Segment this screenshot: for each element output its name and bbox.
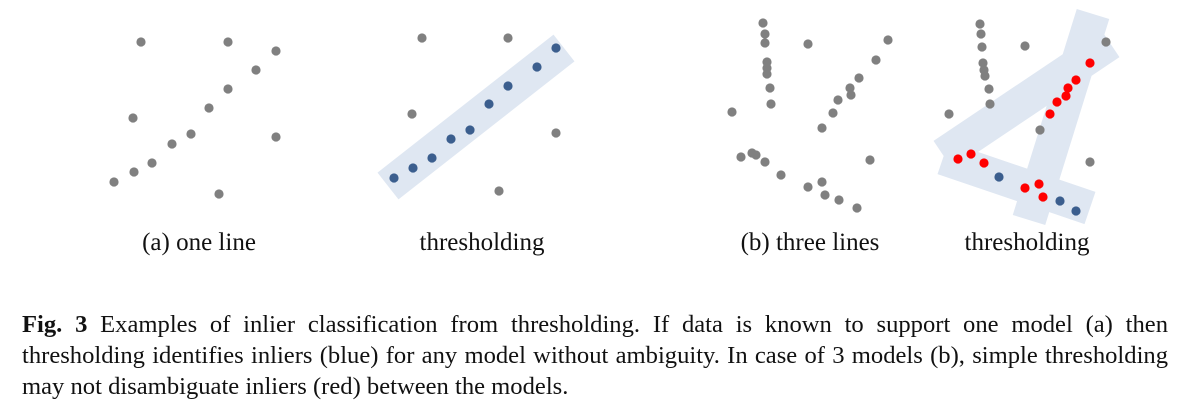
outlier-point [1101, 37, 1111, 47]
outlier-point [976, 29, 986, 39]
outlier-point [214, 189, 224, 199]
panel-label-thresholding-b: thresholding [964, 229, 1090, 256]
outlier-point [776, 170, 786, 180]
outlier-point [978, 58, 988, 68]
outlier-point [975, 19, 985, 29]
ambiguous-inlier-point [1085, 58, 1095, 68]
outlier-point [271, 46, 281, 56]
outlier-point [417, 33, 427, 43]
outlier-point [854, 73, 864, 83]
outlier-point [871, 55, 881, 65]
outlier-point [223, 84, 233, 94]
ambiguous-inlier-point [1034, 179, 1044, 189]
inlier-point [465, 125, 475, 135]
outlier-point [820, 190, 830, 200]
outlier-point [944, 109, 954, 119]
outlier-point [186, 129, 196, 139]
outlier-point [828, 108, 838, 118]
outlier-point [128, 113, 138, 123]
panel-three-lines [727, 18, 893, 213]
outlier-point [852, 203, 862, 213]
outlier-point [803, 182, 813, 192]
inlier-point [503, 81, 513, 91]
scatter-figure [109, 8, 1120, 226]
outlier-point [846, 90, 856, 100]
outlier-point [762, 69, 772, 79]
outlier-point [727, 107, 737, 117]
outlier-point [865, 155, 875, 165]
outlier-point [980, 71, 990, 81]
outlier-point [251, 65, 261, 75]
outlier-point [985, 99, 995, 109]
panel-three-lines-thresholding [933, 8, 1120, 226]
outlier-point [1020, 41, 1030, 51]
caption-text: Examples of inlier classification from t… [22, 311, 1168, 400]
outlier-point [834, 195, 844, 205]
outlier-point [503, 33, 513, 43]
panel-one-line [109, 37, 281, 199]
outlier-point [817, 123, 827, 133]
inlier-point [389, 173, 399, 183]
outlier-point [271, 132, 281, 142]
outlier-point [109, 177, 119, 187]
outlier-point [136, 37, 146, 47]
panel-label-thresholding-a: thresholding [419, 229, 545, 256]
outlier-point [977, 42, 987, 52]
panel-label-one-line: (a) one line [142, 229, 256, 256]
inlier-point [532, 62, 542, 72]
outlier-point [1085, 157, 1095, 167]
inlier-point [994, 172, 1004, 182]
ambiguous-inlier-point [953, 154, 963, 164]
threshold-band [937, 141, 1096, 225]
outlier-point [760, 38, 770, 48]
outlier-point [1035, 125, 1045, 135]
figure-number: Fig. 3 [22, 311, 88, 338]
panel-one-line-thresholding [377, 33, 575, 200]
outlier-point [760, 29, 770, 39]
outlier-point [147, 158, 157, 168]
panel-label-three-lines: (b) three lines [740, 229, 880, 256]
ambiguous-inlier-point [1061, 91, 1071, 101]
outlier-point [758, 18, 768, 28]
outlier-point [803, 39, 813, 49]
ambiguous-inlier-point [966, 149, 976, 159]
outlier-point [204, 103, 214, 113]
outlier-point [883, 35, 893, 45]
ambiguous-inlier-point [1071, 75, 1081, 85]
ambiguous-inlier-point [1045, 109, 1055, 119]
outlier-point [765, 83, 775, 93]
outlier-point [736, 152, 746, 162]
ambiguous-inlier-point [1038, 192, 1048, 202]
figure: (a) one line thresholding (b) three line… [109, 8, 1120, 256]
outlier-point [845, 83, 855, 93]
inlier-point [1071, 206, 1081, 216]
ambiguous-inlier-point [1063, 83, 1073, 93]
inlier-point [1055, 196, 1065, 206]
inlier-point [427, 153, 437, 163]
outlier-point [760, 157, 770, 167]
outlier-point [167, 139, 177, 149]
ambiguous-inlier-point [979, 158, 989, 168]
outlier-point [833, 95, 843, 105]
outlier-point [984, 84, 994, 94]
outlier-point [129, 167, 139, 177]
outlier-point [551, 128, 561, 138]
threshold-band [377, 34, 575, 200]
outlier-point [766, 99, 776, 109]
outlier-point [223, 37, 233, 47]
outlier-point [494, 186, 504, 196]
inlier-point [484, 99, 494, 109]
outlier-point [407, 109, 417, 119]
outlier-point [817, 177, 827, 187]
threshold-band [933, 28, 1120, 170]
inlier-point [408, 163, 418, 173]
outlier-point [751, 150, 761, 160]
ambiguous-inlier-point [1020, 183, 1030, 193]
ambiguous-inlier-point [1052, 97, 1062, 107]
figure-caption: Fig. 3 Examples of inlier classification… [22, 309, 1168, 402]
inlier-point [551, 43, 561, 53]
inlier-point [446, 134, 456, 144]
